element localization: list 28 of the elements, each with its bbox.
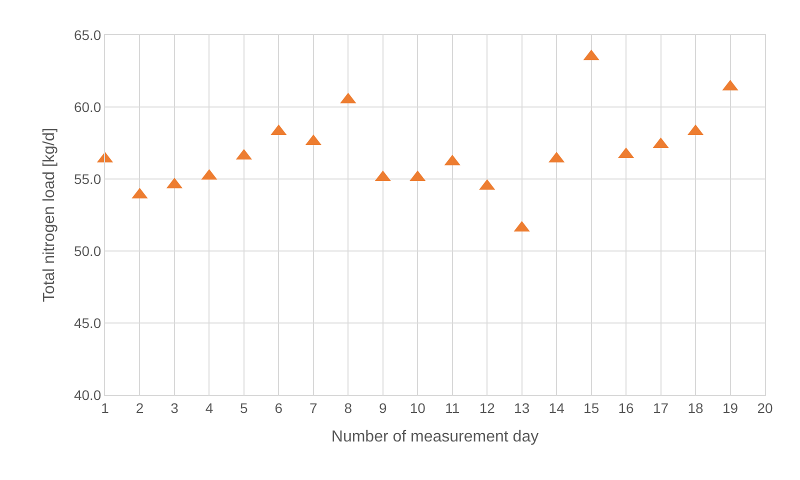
x-tick-label: 19 — [722, 400, 738, 416]
x-tick-label: 15 — [584, 400, 600, 416]
x-tick-label: 18 — [688, 400, 704, 416]
x-tick-label: 2 — [136, 400, 144, 416]
x-tick-label: 14 — [548, 400, 565, 416]
x-tick-label: 4 — [205, 400, 214, 416]
x-tick-label: 7 — [310, 400, 318, 416]
x-tick-label: 5 — [240, 400, 248, 416]
x-tick-label: 11 — [445, 400, 460, 416]
y-tick-label: 60.0 — [74, 98, 102, 115]
x-tick-label: 17 — [653, 400, 669, 416]
x-tick-label: 8 — [344, 400, 352, 416]
x-tick-label: 1 — [101, 400, 110, 416]
x-tick-label: 3 — [170, 400, 179, 416]
x-tick-label: 16 — [618, 400, 634, 416]
y-tick-label: 40.0 — [74, 386, 102, 403]
x-tick-label: 9 — [378, 400, 387, 416]
y-tick-label: 45.0 — [74, 314, 102, 331]
x-axis-title: Number of measurement day — [331, 428, 539, 446]
y-tick-label: 50.0 — [74, 242, 102, 259]
y-axis-title: Total nitrogen load [kg/d] — [40, 128, 58, 302]
x-tick-label: 13 — [514, 400, 530, 416]
x-tick-label: 10 — [410, 400, 426, 416]
y-tick-label: 55.0 — [74, 170, 102, 187]
y-tick-label: 65.0 — [74, 26, 102, 43]
x-tick-label: 20 — [757, 400, 773, 416]
x-tick-label: 12 — [479, 400, 496, 416]
x-tick-label: 6 — [274, 400, 283, 416]
